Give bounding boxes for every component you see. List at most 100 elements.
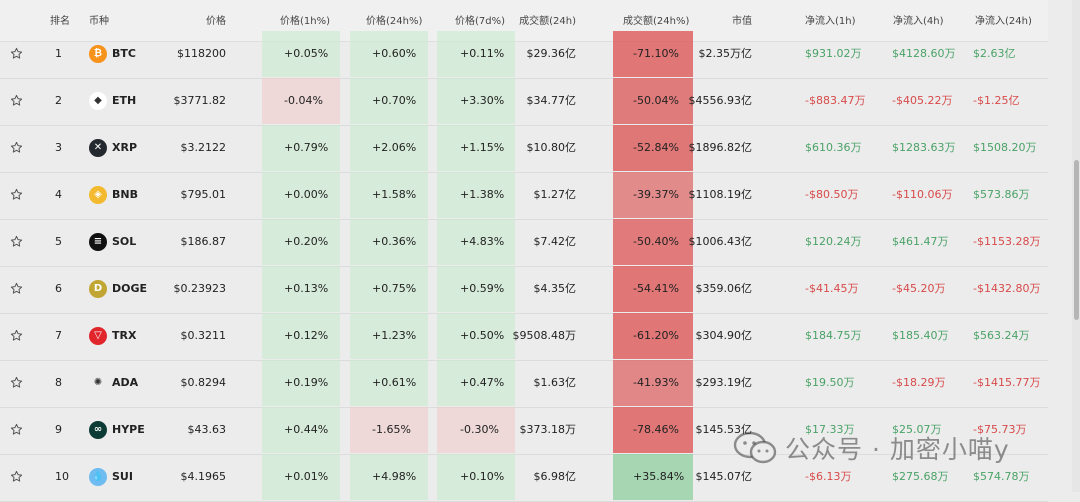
mcap-cell: $293.19亿 bbox=[695, 376, 753, 389]
coin-symbol[interactable]: TRX bbox=[112, 329, 137, 342]
chg24h-cell-bg bbox=[350, 219, 428, 265]
table-row[interactable]: 1 ₿ BTC $118200 +0.05% +0.60% +0.11% $29.36亿 -71… bbox=[0, 31, 1048, 79]
chg24h-cell-bg bbox=[350, 266, 428, 312]
favorite-star-icon[interactable] bbox=[10, 282, 23, 295]
table-row[interactable]: 4 ◈ BNB $795.01 +0.00% +1.58% +1.38% $1.27亿 -39.… bbox=[0, 172, 1048, 220]
chg7d-cell: +0.50% bbox=[460, 329, 505, 342]
favorite-star-icon[interactable] bbox=[10, 47, 23, 60]
price-cell: $795.01 bbox=[180, 188, 227, 201]
chg7d-cell: -0.30% bbox=[460, 423, 499, 436]
favorite-star-icon[interactable] bbox=[10, 423, 23, 436]
sui-icon: 💧 bbox=[89, 468, 107, 486]
price-cell: $4.1965 bbox=[180, 470, 227, 483]
header-flow24h[interactable]: 净流入(24h) bbox=[975, 16, 1032, 27]
chg24h-cell: +0.70% bbox=[372, 94, 417, 107]
flow1h-cell: $19.50万 bbox=[805, 376, 855, 389]
solana-icon: ≡ bbox=[89, 233, 107, 251]
volchg-cell-bg bbox=[613, 407, 693, 453]
volume-cell: $373.18万 bbox=[519, 423, 577, 436]
volchg-cell: -52.84% bbox=[633, 141, 679, 154]
table-row[interactable]: 2 ◆ ETH $3771.82 -0.04% +0.70% +3.30% $34.77亿 -5… bbox=[0, 78, 1048, 126]
volume-cell: $34.77亿 bbox=[526, 94, 577, 107]
coin-symbol[interactable]: ETH bbox=[112, 94, 137, 107]
mcap-cell: $304.90亿 bbox=[695, 329, 753, 342]
chg7d-cell: +4.83% bbox=[460, 235, 505, 248]
rank-cell: 10 bbox=[55, 470, 69, 483]
table-row[interactable]: 5 ≡ SOL $186.87 +0.20% +0.36% +4.83% $7.42亿 -50.… bbox=[0, 219, 1048, 267]
scrollbar[interactable] bbox=[1072, 0, 1080, 492]
dogecoin-icon: D bbox=[89, 280, 107, 298]
volchg-cell-bg bbox=[613, 125, 693, 171]
flow4h-cell: $1283.63万 bbox=[892, 141, 956, 154]
chg1h-cell: +0.12% bbox=[284, 329, 329, 342]
chg1h-cell: +0.00% bbox=[284, 188, 329, 201]
mcap-cell: $1006.43亿 bbox=[688, 235, 753, 248]
scrollbar-thumb[interactable] bbox=[1074, 160, 1079, 320]
coin-symbol[interactable]: DOGE bbox=[112, 282, 148, 295]
favorite-star-icon[interactable] bbox=[10, 376, 23, 389]
coin-symbol[interactable]: SUI bbox=[112, 470, 133, 483]
header-price[interactable]: 价格 bbox=[206, 16, 226, 27]
table-row[interactable]: 6 D DOGE $0.23923 +0.13% +0.75% +0.59% $4.35亿 -5… bbox=[0, 266, 1048, 314]
coin-symbol[interactable]: HYPE bbox=[112, 423, 145, 436]
table-row[interactable]: 8 ✺ ADA $0.8294 +0.19% +0.61% +0.47% $1.63亿 -41.… bbox=[0, 360, 1048, 408]
favorite-star-icon[interactable] bbox=[10, 188, 23, 201]
chg7d-cell: +1.15% bbox=[460, 141, 505, 154]
chg7d-cell-bg bbox=[437, 172, 515, 218]
header-mcap[interactable]: 市值 bbox=[732, 16, 752, 27]
tron-icon: ▽ bbox=[89, 327, 107, 345]
coin-symbol[interactable]: BNB bbox=[112, 188, 138, 201]
chg1h-cell-bg bbox=[262, 172, 340, 218]
rank-cell: 9 bbox=[55, 423, 62, 436]
volchg-cell: -61.20% bbox=[633, 329, 679, 342]
table-row[interactable]: 7 ▽ TRX $0.3211 +0.12% +1.23% +0.50% $9508.48万 -… bbox=[0, 313, 1048, 361]
chg1h-cell: +0.44% bbox=[284, 423, 329, 436]
chg7d-cell-bg bbox=[437, 125, 515, 171]
rank-cell: 7 bbox=[55, 329, 62, 342]
volchg-cell-bg bbox=[613, 219, 693, 265]
price-cell: $3.2122 bbox=[180, 141, 227, 154]
header-flow1h[interactable]: 净流入(1h) bbox=[805, 16, 856, 27]
chg24h-cell-bg bbox=[350, 31, 428, 77]
header-chg24h[interactable]: 价格(24h%) bbox=[366, 16, 423, 27]
price-cell: $0.8294 bbox=[180, 376, 227, 389]
header-flow4h[interactable]: 净流入(4h) bbox=[893, 16, 944, 27]
chg1h-cell-bg bbox=[262, 31, 340, 77]
favorite-star-icon[interactable] bbox=[10, 94, 23, 107]
mcap-cell: $4556.93亿 bbox=[688, 94, 753, 107]
chg7d-cell-bg bbox=[437, 266, 515, 312]
chg7d-cell-bg bbox=[437, 31, 515, 77]
header-volume[interactable]: 成交额(24h) bbox=[519, 16, 576, 27]
price-cell: $3771.82 bbox=[173, 94, 227, 107]
mcap-cell: $1896.82亿 bbox=[688, 141, 753, 154]
mcap-cell: $1108.19亿 bbox=[688, 188, 753, 201]
chg7d-cell-bg bbox=[437, 219, 515, 265]
header-chg1h[interactable]: 价格(1h%) bbox=[280, 16, 331, 27]
chg24h-cell-bg bbox=[350, 125, 428, 171]
flow4h-cell: $461.47万 bbox=[892, 235, 949, 248]
flow24h-cell: -$75.73万 bbox=[973, 423, 1027, 436]
coin-symbol[interactable]: BTC bbox=[112, 47, 136, 60]
coin-symbol[interactable]: XRP bbox=[112, 141, 138, 154]
favorite-star-icon[interactable] bbox=[10, 470, 23, 483]
coin-symbol[interactable]: ADA bbox=[112, 376, 139, 389]
favorite-star-icon[interactable] bbox=[10, 141, 23, 154]
volume-cell: $7.42亿 bbox=[533, 235, 577, 248]
header-rank[interactable]: 排名 bbox=[50, 16, 70, 27]
header-coin[interactable]: 币种 bbox=[89, 16, 109, 27]
volume-cell: $1.63亿 bbox=[533, 376, 577, 389]
volchg-cell: -50.40% bbox=[633, 235, 679, 248]
chg1h-cell-bg bbox=[262, 313, 340, 359]
flow24h-cell: -$1415.77万 bbox=[973, 376, 1041, 389]
volchg-cell: +35.84% bbox=[633, 470, 685, 483]
favorite-star-icon[interactable] bbox=[10, 329, 23, 342]
table-row[interactable]: 9 ∞ HYPE $43.63 +0.44% -1.65% -0.30% $373.18万 -7… bbox=[0, 407, 1048, 455]
chg1h-cell: +0.19% bbox=[284, 376, 329, 389]
header-volchg[interactable]: 成交额(24h%) bbox=[623, 16, 690, 27]
table-row[interactable]: 3 ✕ XRP $3.2122 +0.79% +2.06% +1.15% $10.80亿 -52… bbox=[0, 125, 1048, 173]
price-cell: $0.3211 bbox=[180, 329, 227, 342]
favorite-star-icon[interactable] bbox=[10, 235, 23, 248]
header-chg7d[interactable]: 价格(7d%) bbox=[455, 16, 506, 27]
chg24h-cell-bg bbox=[350, 407, 428, 453]
coin-symbol[interactable]: SOL bbox=[112, 235, 137, 248]
